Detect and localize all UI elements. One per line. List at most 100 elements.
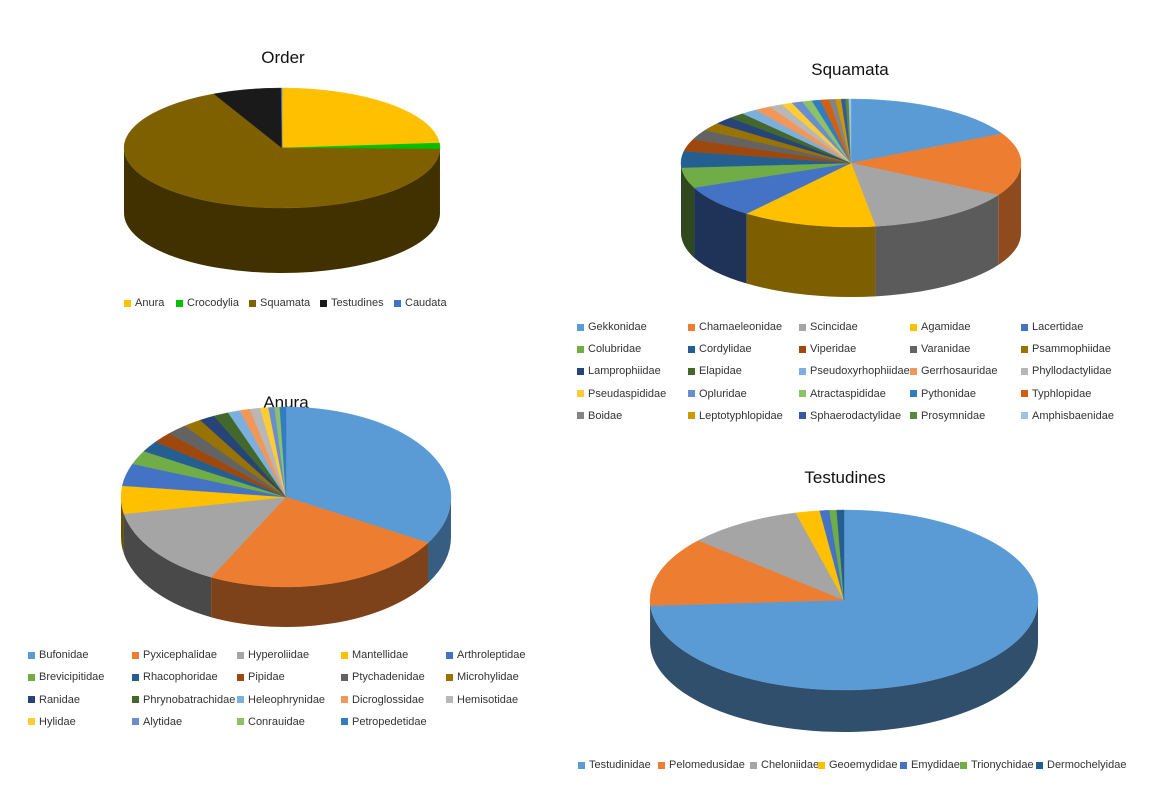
pie-slice-agamidae bbox=[746, 162, 876, 228]
legend-item-caudata: Caudata bbox=[394, 297, 447, 309]
pie-side-colubridae bbox=[681, 167, 695, 258]
legend-item-hyperoliidae: Hyperoliidae bbox=[237, 649, 309, 661]
legend-item-psammophiidae: Psammophiidae bbox=[1021, 343, 1111, 355]
legend-swatch bbox=[394, 299, 401, 307]
legend-swatch bbox=[799, 323, 806, 331]
legend-item-conrauidae: Conrauidae bbox=[237, 716, 305, 728]
legend-swatch bbox=[237, 718, 244, 726]
legend-label: Psammophiidae bbox=[1032, 343, 1111, 356]
pie-testudines bbox=[649, 509, 1039, 733]
pie-order bbox=[123, 87, 441, 274]
pie-slice-pyxicephalidae bbox=[210, 496, 429, 588]
legend-label: Crocodylia bbox=[187, 297, 239, 309]
pie-slice-squamata bbox=[123, 93, 441, 209]
legend-label: Caudata bbox=[405, 297, 447, 309]
legend-item-pseudoxyrhophiidae: Pseudoxyrhophiidae bbox=[799, 365, 910, 377]
legend-swatch bbox=[341, 696, 348, 704]
legend-label: Phyllodactylidae bbox=[1032, 365, 1112, 378]
legend-label: Ranidae bbox=[39, 693, 80, 706]
legend-item-squamata: Squamata bbox=[249, 297, 310, 309]
legend-item-ranidae: Ranidae bbox=[28, 694, 80, 706]
legend-item-typhlopidae: Typhlopidae bbox=[1021, 388, 1091, 400]
legend-item-opluridae: Opluridae bbox=[688, 388, 747, 400]
chart-anura: Anura Bufonidae Pyxicephalidae Hyperoliida… bbox=[0, 380, 570, 800]
legend-item-pyxicephalidae: Pyxicephalidae bbox=[132, 649, 217, 661]
legend-swatch bbox=[124, 299, 131, 307]
legend-label: Gerrhosauridae bbox=[921, 365, 998, 378]
legend-swatch bbox=[446, 696, 453, 704]
legend-swatch bbox=[1021, 323, 1028, 331]
legend-label: Amphisbaenidae bbox=[1032, 409, 1114, 422]
legend-item-brevicipitidae: Brevicipitidae bbox=[28, 671, 104, 683]
legend-label: Elapidae bbox=[699, 365, 742, 378]
legend-label: Gekkonidae bbox=[588, 321, 647, 333]
pie-squamata bbox=[680, 98, 1022, 297]
legend-swatch bbox=[577, 390, 584, 398]
legend-swatch bbox=[132, 651, 139, 659]
legend-item-testudines: Testudines bbox=[320, 297, 384, 309]
legend-label: Typhlopidae bbox=[1032, 387, 1092, 400]
legend-item-sphaerodactylidae: Sphaerodactylidae bbox=[799, 410, 901, 422]
legend-swatch bbox=[28, 651, 35, 659]
legend-swatch bbox=[577, 367, 584, 375]
pie-side-bufonidae bbox=[428, 497, 451, 583]
pie-anura bbox=[120, 406, 452, 627]
legend-label: Squamata bbox=[260, 297, 311, 309]
pie-slice-scincidae bbox=[850, 162, 999, 227]
chart-order: Order Anura Crocodylia Squamata Testudines C… bbox=[0, 0, 570, 320]
chart-testudines: Testudines Testudinidae Pelomedusidae Chel… bbox=[570, 440, 1175, 800]
legend-swatch bbox=[799, 345, 806, 353]
legend-label: Dermochelyidae bbox=[1047, 759, 1127, 771]
chart-title: Testudines bbox=[804, 468, 886, 487]
legend-item-lamprophiidae: Lamprophiidae bbox=[577, 365, 661, 377]
legend-swatch bbox=[132, 696, 139, 704]
legend-swatch bbox=[1036, 761, 1043, 769]
legend-item-dicroglossidae: Dicroglossidae bbox=[341, 694, 424, 706]
legend-swatch bbox=[28, 673, 35, 681]
pie-slice-amphisbaenidae bbox=[848, 98, 852, 164]
legend-swatch bbox=[960, 761, 967, 769]
legend-label: Cheloniidae bbox=[761, 759, 820, 771]
legend-swatch bbox=[237, 696, 244, 704]
legend-label: Scincidae bbox=[810, 321, 858, 333]
legend-label: Chamaeleonidae bbox=[699, 321, 783, 333]
legend-swatch bbox=[176, 299, 183, 307]
pie-slice-dermochelyidae bbox=[836, 509, 845, 601]
legend-swatch bbox=[237, 651, 244, 659]
legend-item-prosymnidae: Prosymnidae bbox=[910, 410, 985, 422]
legend-item-amphisbaenidae: Amphisbaenidae bbox=[1021, 410, 1114, 422]
legend-label: Atractaspididae bbox=[810, 387, 886, 400]
legend-swatch bbox=[750, 761, 757, 769]
legend-item-pseudaspididae: Pseudaspididae bbox=[577, 388, 666, 400]
legend-label: Phrynobatrachidae bbox=[143, 693, 236, 706]
legend-label: Arthroleptidae bbox=[457, 649, 526, 661]
legend-label: Testudinidae bbox=[589, 759, 651, 771]
legend-label: Ptychadenidae bbox=[352, 671, 425, 684]
legend-item-hylidae: Hylidae bbox=[28, 716, 76, 728]
pie-slice-chamaeleonidae bbox=[850, 133, 1022, 196]
legend-swatch bbox=[577, 412, 584, 420]
legend-item-trionychidae: Trionychidae bbox=[960, 759, 1034, 771]
legend-swatch bbox=[446, 651, 453, 659]
legend-label: Trionychidae bbox=[971, 759, 1034, 771]
legend-item-pythonidae: Pythonidae bbox=[910, 388, 976, 400]
pie-slice-anura bbox=[281, 87, 440, 149]
legend-swatch bbox=[28, 696, 35, 704]
legend-item-testudinidae: Testudinidae bbox=[578, 759, 651, 771]
legend-swatch bbox=[799, 390, 806, 398]
pie-side-agamidae bbox=[746, 213, 876, 297]
legend-swatch bbox=[578, 761, 585, 769]
legend-label: Pelomedusidae bbox=[669, 759, 745, 771]
pie-slice-gekkonidae bbox=[850, 98, 1003, 164]
legend-label: Lamprophiidae bbox=[588, 365, 661, 378]
legend-item-cordylidae: Cordylidae bbox=[688, 343, 752, 355]
legend-item-elapidae: Elapidae bbox=[688, 365, 742, 377]
legend-label: Hylidae bbox=[39, 715, 76, 728]
legend-swatch bbox=[688, 323, 695, 331]
legend-item-cheloniidae: Cheloniidae bbox=[750, 759, 819, 771]
legend-label: Anura bbox=[135, 297, 165, 309]
legend-label: Viperidae bbox=[810, 343, 857, 356]
pie-slice-bufonidae bbox=[285, 406, 452, 544]
legend-label: Hyperoliidae bbox=[248, 649, 310, 661]
legend-item-phyllodactylidae: Phyllodactylidae bbox=[1021, 365, 1112, 377]
